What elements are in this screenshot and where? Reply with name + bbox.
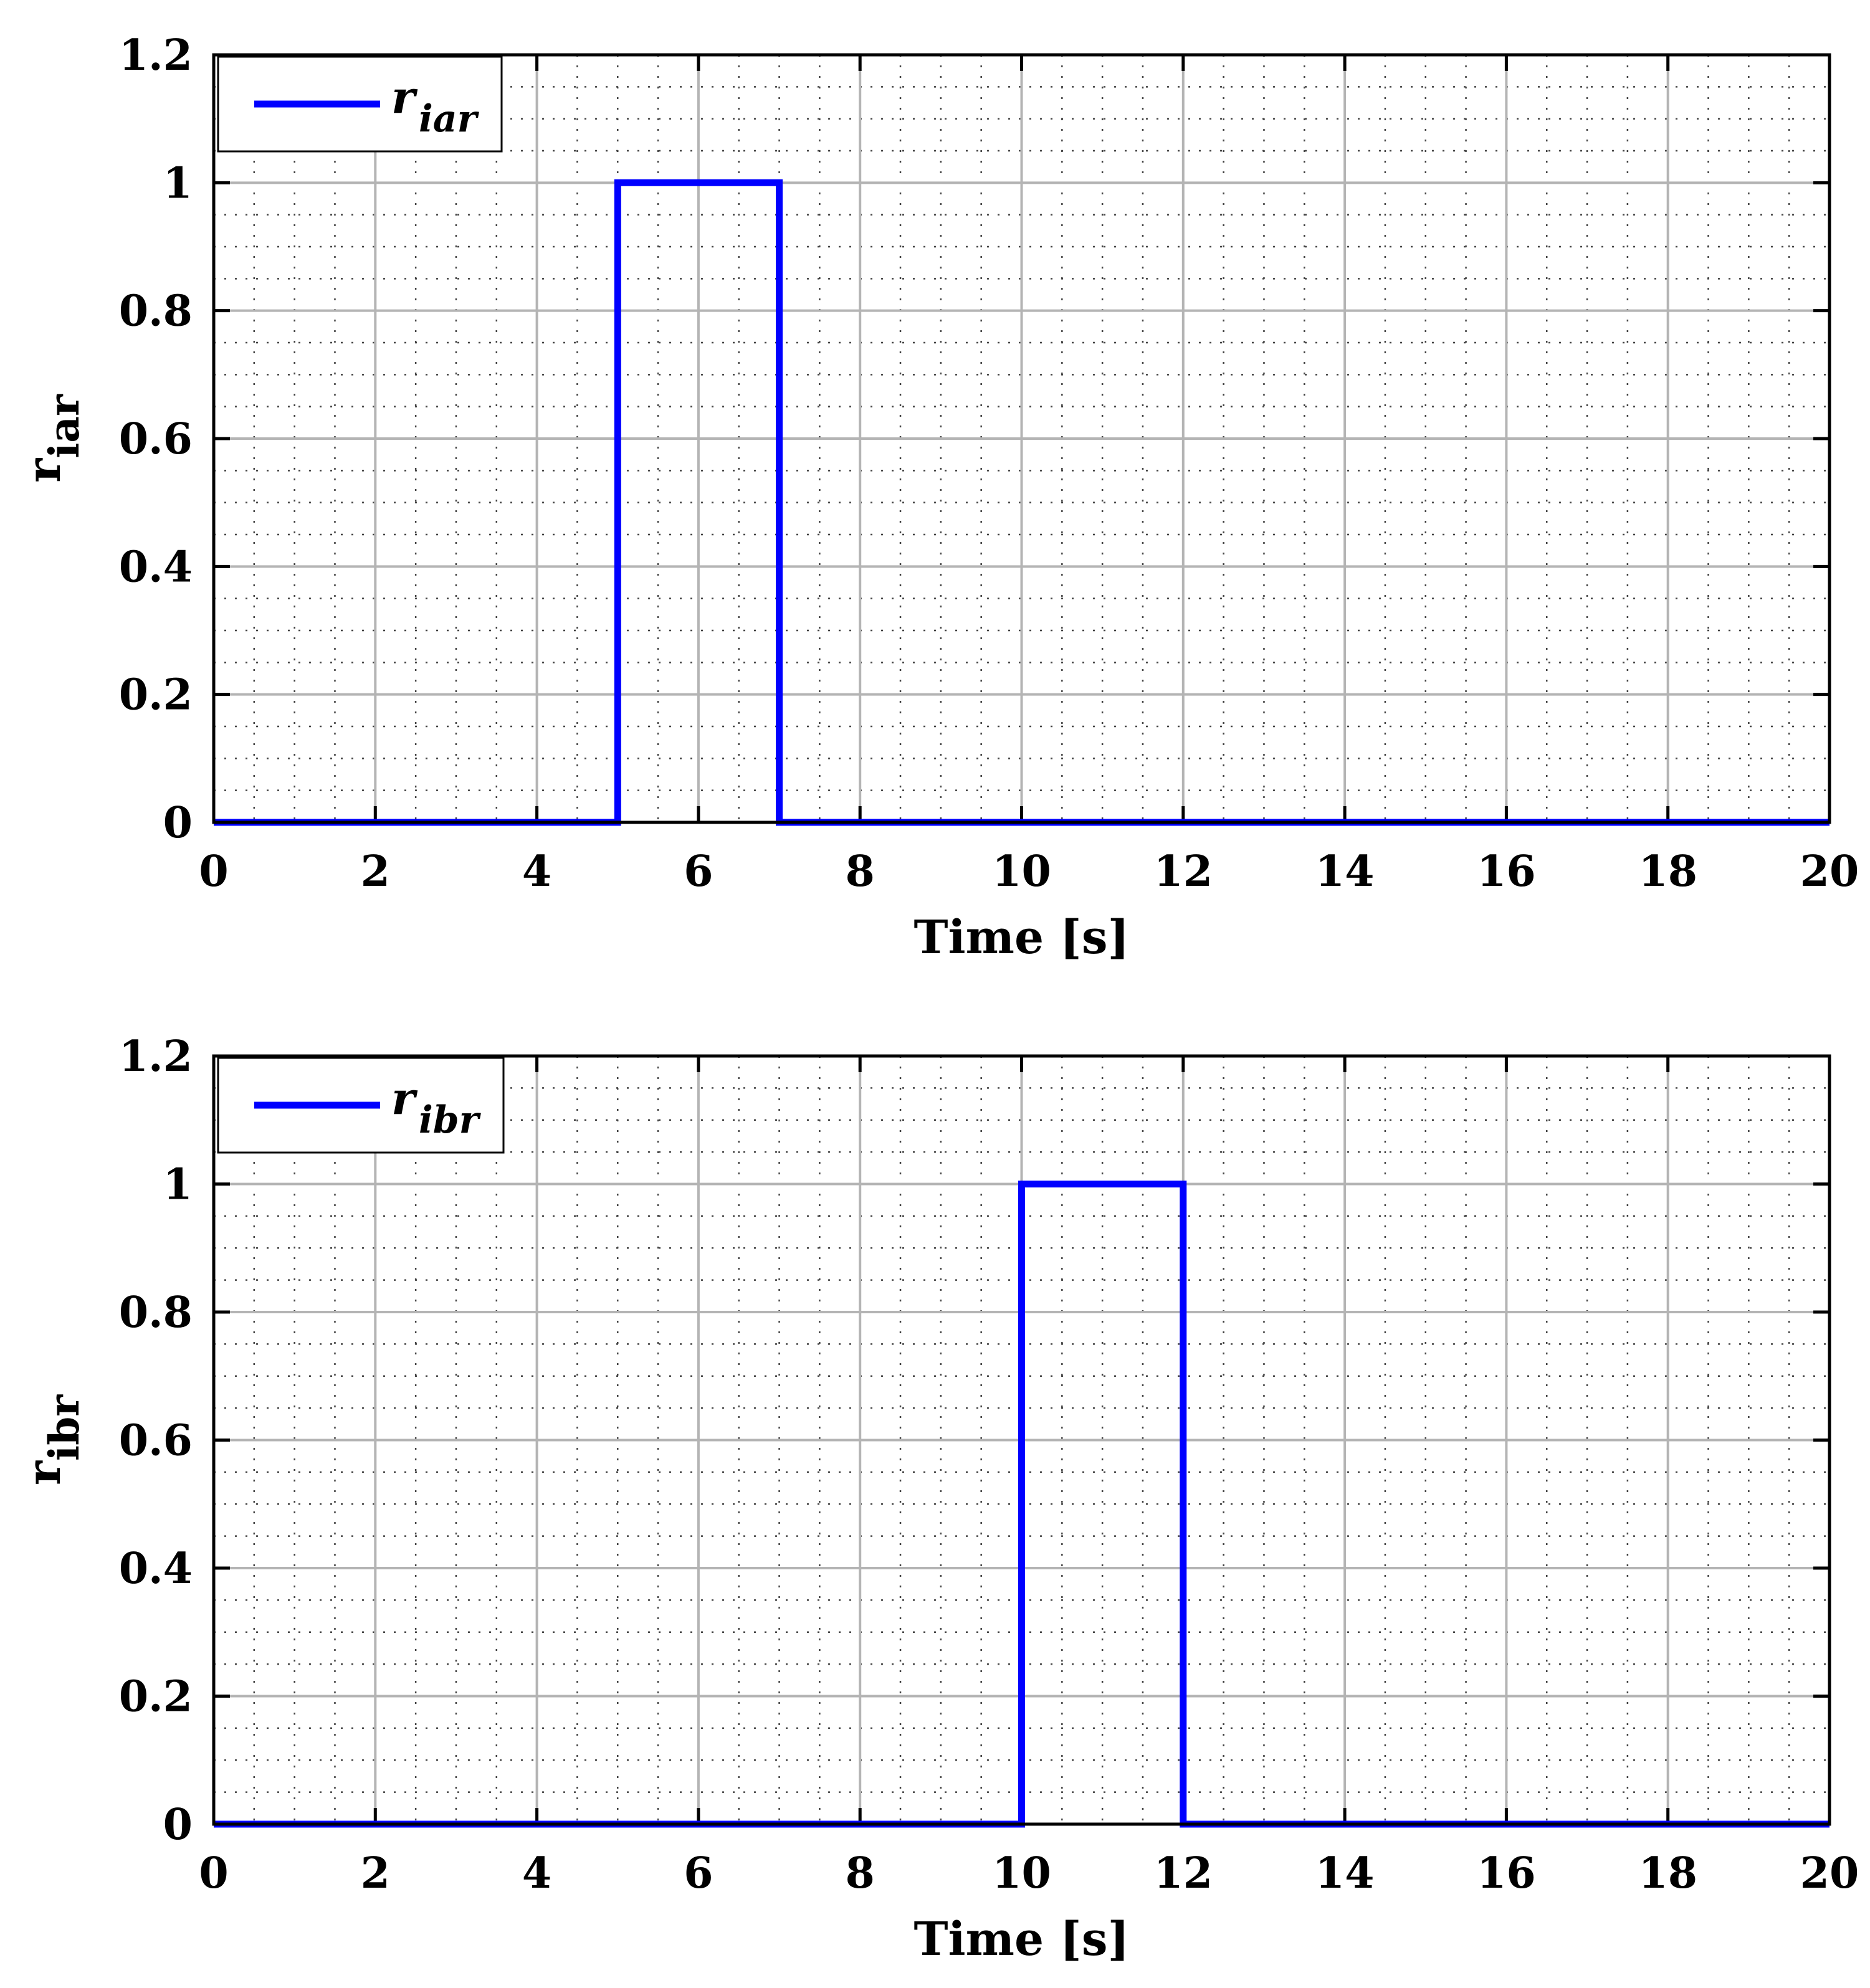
x-tick-label: 10 — [992, 847, 1051, 897]
y-axis-label: ribr — [17, 1394, 88, 1485]
y-tick-label: 0.2 — [119, 1672, 193, 1722]
x-tick-label: 14 — [1315, 847, 1375, 897]
y-tick-label: 0.6 — [119, 1416, 193, 1466]
legend-label-subscript: ibr — [419, 1098, 482, 1142]
legend: r iar — [217, 55, 503, 153]
legend-label: r iar — [391, 70, 480, 141]
y-tick-label: 1 — [163, 158, 193, 208]
legend-label-main: r — [391, 70, 418, 123]
x-tick-label: 8 — [846, 1848, 875, 1898]
chart-r-iar: 0 2 4 6 8 10 12 14 16 18 20 0 0.2 0.4 0.6 0.8 1 1.2 Time [… — [17, 31, 1859, 964]
y-axis-label-main: r — [17, 458, 71, 483]
legend-label: r ibr — [391, 1072, 482, 1142]
axes-box — [212, 1054, 1831, 1826]
y-tick-label: 1.2 — [119, 1032, 193, 1082]
y-axis-label: riar — [17, 394, 88, 483]
x-tick-label: 16 — [1477, 847, 1536, 897]
y-tick-label: 1.2 — [119, 31, 193, 80]
x-tick-label: 6 — [684, 1848, 713, 1898]
x-tick-label: 20 — [1800, 1848, 1859, 1898]
x-tick-label: 12 — [1153, 847, 1213, 897]
axes-box — [212, 53, 1831, 824]
x-tick-label: 16 — [1477, 1848, 1536, 1898]
y-tick-label: 0.2 — [119, 670, 193, 720]
legend-label-subscript: iar — [419, 97, 480, 141]
x-tick-label: 0 — [199, 847, 228, 897]
x-tick-label: 18 — [1638, 1848, 1697, 1898]
x-tick-label: 0 — [199, 1848, 228, 1898]
y-tick-label: 0 — [163, 1800, 193, 1850]
x-tick-label: 2 — [361, 1848, 390, 1898]
x-tick-label: 10 — [992, 1848, 1051, 1898]
x-tick-label: 20 — [1800, 847, 1859, 897]
x-tick-label: 2 — [361, 847, 390, 897]
x-tick-label: 8 — [846, 847, 875, 897]
y-tick-label: 1 — [163, 1160, 193, 1210]
grid — [212, 54, 1831, 824]
x-tick-label: 4 — [522, 847, 551, 897]
y-tick-label: 0 — [163, 798, 193, 848]
y-tick-label: 0.4 — [119, 1544, 193, 1594]
grid — [212, 1055, 1831, 1825]
x-tick-label: 12 — [1153, 1848, 1213, 1898]
y-tick-label: 0.8 — [119, 1288, 193, 1338]
legend-label-main: r — [391, 1072, 418, 1125]
x-tick-label: 6 — [684, 847, 713, 897]
y-tick-label: 0.8 — [119, 287, 193, 336]
y-axis-label-subscript: iar — [40, 394, 88, 459]
y-tick-label: 0.4 — [119, 542, 193, 592]
x-tick-label: 4 — [522, 1848, 551, 1898]
y-axis-label-main: r — [17, 1460, 71, 1485]
x-tick-label: 14 — [1315, 1848, 1375, 1898]
y-axis-label-subscript: ibr — [40, 1394, 88, 1461]
legend: r ibr — [217, 1057, 505, 1154]
x-axis-label: Time [s] — [914, 1913, 1129, 1966]
y-tick-label: 0.6 — [119, 414, 193, 464]
x-axis-label: Time [s] — [914, 911, 1129, 964]
chart-r-ibr: 0 2 4 6 8 10 12 14 16 18 20 0 0.2 0.4 0.6 0.8 1 1.2 Time [… — [17, 1032, 1859, 1966]
x-tick-label: 18 — [1638, 847, 1697, 897]
